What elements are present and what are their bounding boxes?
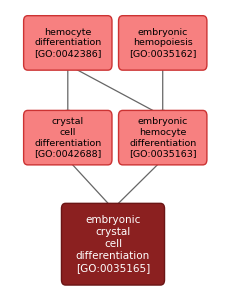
- Text: crystal
cell
differentiation
[GO:0042688]: crystal cell differentiation [GO:0042688…: [34, 117, 101, 158]
- Text: hemocyte
differentiation
[GO:0042386]: hemocyte differentiation [GO:0042386]: [34, 28, 101, 58]
- FancyBboxPatch shape: [118, 16, 206, 70]
- FancyBboxPatch shape: [118, 110, 206, 165]
- Text: embryonic
crystal
cell
differentiation
[GO:0035165]: embryonic crystal cell differentiation […: [76, 215, 149, 273]
- FancyBboxPatch shape: [24, 110, 112, 165]
- Text: embryonic
hemocyte
differentiation
[GO:0035163]: embryonic hemocyte differentiation [GO:0…: [128, 117, 196, 158]
- FancyBboxPatch shape: [61, 203, 164, 285]
- FancyBboxPatch shape: [24, 16, 112, 70]
- Text: embryonic
hemopoiesis
[GO:0035162]: embryonic hemopoiesis [GO:0035162]: [128, 28, 196, 58]
